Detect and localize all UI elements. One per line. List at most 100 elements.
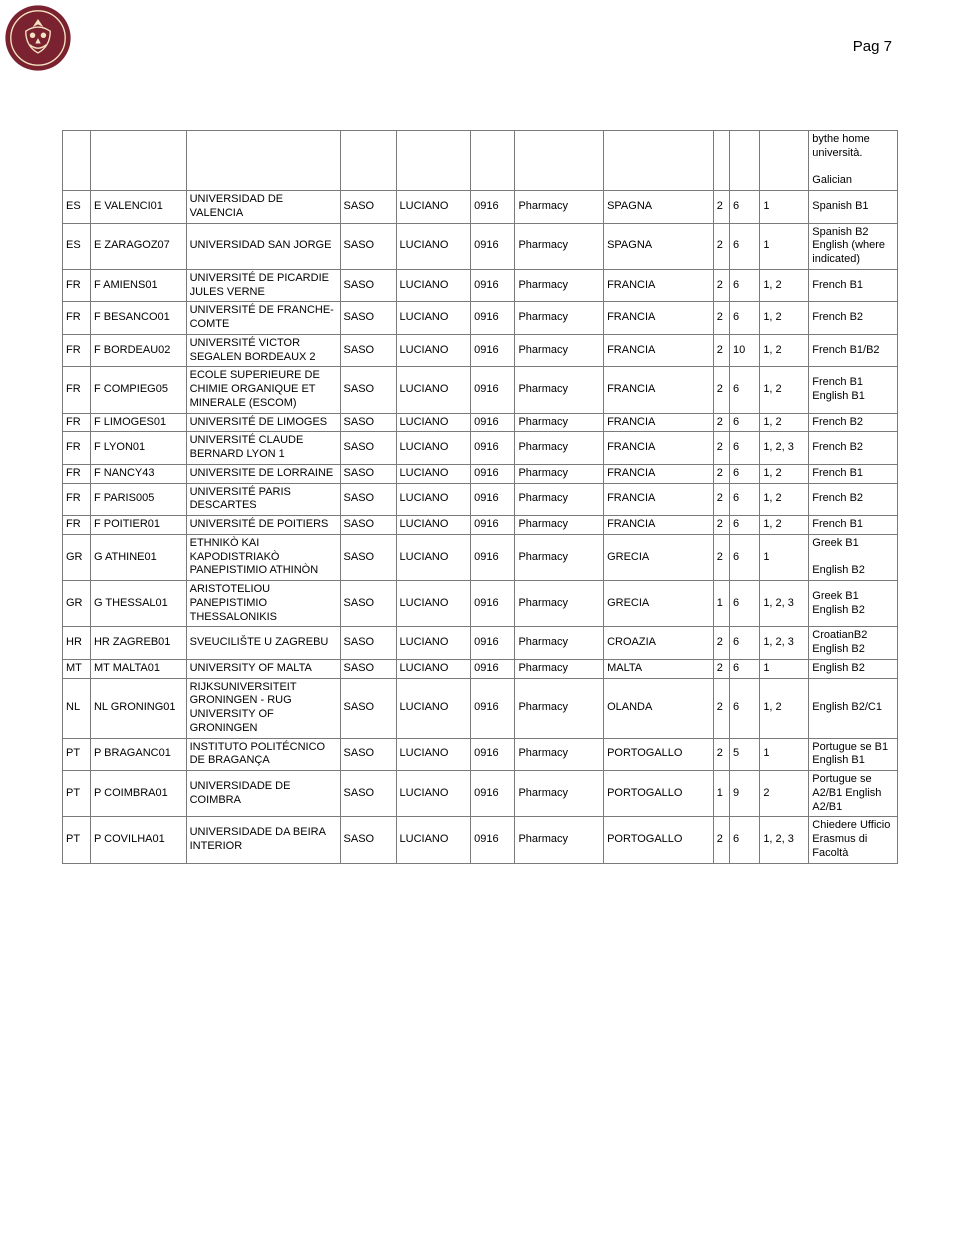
table-cell: 6 (730, 627, 760, 660)
table-cell: PORTOGALLO (604, 771, 714, 817)
table-cell: 0916 (471, 302, 515, 335)
table-cell: 2 (713, 223, 729, 269)
table-cell: 0916 (471, 191, 515, 224)
table-cell: LUCIANO (396, 334, 471, 367)
table-cell: 1 (713, 771, 729, 817)
table-cell: French B2 (809, 483, 898, 516)
table-cell: E VALENCI01 (90, 191, 186, 224)
table-cell: 0916 (471, 678, 515, 738)
table-cell: 1, 2 (760, 302, 809, 335)
table-cell: French B1 (809, 269, 898, 302)
table-cell: ETHNIKÒ KAI KAPODISTRIAKÒ PANEPISTIMIO A… (186, 534, 340, 580)
table-cell: UNIVERSITÉ DE PICARDIE JULES VERNE (186, 269, 340, 302)
table-cell: SASO (340, 191, 396, 224)
table-cell (713, 131, 729, 191)
table-cell: 6 (730, 581, 760, 627)
table-cell: SASO (340, 269, 396, 302)
table-row: MTMT MALTA01UNIVERSITY OF MALTASASOLUCIA… (63, 659, 898, 678)
table-cell: GRECIA (604, 581, 714, 627)
table-cell: French B1/B2 (809, 334, 898, 367)
table-cell (730, 131, 760, 191)
table-cell: SASO (340, 464, 396, 483)
table-cell: 0916 (471, 738, 515, 771)
table-cell: Pharmacy (515, 817, 604, 863)
table-cell: 1, 2 (760, 334, 809, 367)
table-cell: 0916 (471, 367, 515, 413)
table-cell: LUCIANO (396, 367, 471, 413)
table-cell: F BESANCO01 (90, 302, 186, 335)
table-cell: P COVILHA01 (90, 817, 186, 863)
table-cell: Pharmacy (515, 659, 604, 678)
table-cell: French B1 (809, 464, 898, 483)
table-cell: FRANCIA (604, 413, 714, 432)
table-cell: LUCIANO (396, 483, 471, 516)
table-cell: SASO (340, 659, 396, 678)
table-cell: FRANCIA (604, 483, 714, 516)
table-cell: 1, 2, 3 (760, 817, 809, 863)
table-cell: 6 (730, 464, 760, 483)
table-cell: SASO (340, 738, 396, 771)
table-cell: MT (63, 659, 91, 678)
table-row: FRF LIMOGES01UNIVERSITÉ DE LIMOGESSASOLU… (63, 413, 898, 432)
table-cell: 2 (713, 738, 729, 771)
table-cell: 2 (713, 678, 729, 738)
table-row: PTP COVILHA01UNIVERSIDADE DA BEIRA INTER… (63, 817, 898, 863)
table-cell: 0916 (471, 534, 515, 580)
table-cell: P COIMBRA01 (90, 771, 186, 817)
table-cell: UNIVERSIDAD DE VALENCIA (186, 191, 340, 224)
table-cell: Pharmacy (515, 413, 604, 432)
table-cell: FR (63, 334, 91, 367)
table-cell: PT (63, 817, 91, 863)
table-cell: NL GRONING01 (90, 678, 186, 738)
table-cell: 2 (713, 464, 729, 483)
table-cell: UNIVERSIDADE DA BEIRA INTERIOR (186, 817, 340, 863)
table-cell: 0916 (471, 464, 515, 483)
table-cell: F LYON01 (90, 432, 186, 465)
table-cell: Pharmacy (515, 581, 604, 627)
table-row: HRHR ZAGREB01SVEUCILIŠTE U ZAGREBUSASOLU… (63, 627, 898, 660)
table-cell: GR (63, 581, 91, 627)
table-cell: SASO (340, 334, 396, 367)
table-cell: FR (63, 432, 91, 465)
table-cell: 0916 (471, 223, 515, 269)
table-cell: SASO (340, 771, 396, 817)
table-cell: UNIVERSITÉ DE FRANCHE-COMTE (186, 302, 340, 335)
table-cell: 2 (713, 191, 729, 224)
table-cell: FRANCIA (604, 269, 714, 302)
table-cell: HR ZAGREB01 (90, 627, 186, 660)
table-cell: SASO (340, 413, 396, 432)
table-cell: ARISTOTELIOU PANEPISTIMIO THESSALONIKIS (186, 581, 340, 627)
table-cell: LUCIANO (396, 817, 471, 863)
table-cell: SASO (340, 534, 396, 580)
table-cell: Spanish B2 English (where indicated) (809, 223, 898, 269)
table-cell: 6 (730, 223, 760, 269)
table-cell: 1, 2 (760, 269, 809, 302)
table-cell: SASO (340, 223, 396, 269)
table-cell: 0916 (471, 432, 515, 465)
table-cell: 2 (713, 516, 729, 535)
table-cell: PT (63, 771, 91, 817)
table-cell: FRANCIA (604, 302, 714, 335)
table-cell: 2 (713, 659, 729, 678)
table-cell: PT (63, 738, 91, 771)
table-cell: FR (63, 367, 91, 413)
table-cell: 0916 (471, 817, 515, 863)
mobility-table: bythe home università. GalicianESE VALEN… (62, 130, 898, 864)
table-cell: G THESSAL01 (90, 581, 186, 627)
table-cell: SASO (340, 581, 396, 627)
table-cell: E ZARAGOZ07 (90, 223, 186, 269)
table-cell: Pharmacy (515, 771, 604, 817)
table-cell: Pharmacy (515, 738, 604, 771)
table-container: bythe home università. GalicianESE VALEN… (0, 0, 960, 864)
table-cell: French B2 (809, 302, 898, 335)
table-cell: 1 (760, 534, 809, 580)
table-cell: LUCIANO (396, 627, 471, 660)
table-cell: 1 (760, 191, 809, 224)
table-cell: Pharmacy (515, 223, 604, 269)
table-cell: 2 (713, 269, 729, 302)
table-cell: HR (63, 627, 91, 660)
table-cell: SASO (340, 483, 396, 516)
table-cell (63, 131, 91, 191)
table-cell: LUCIANO (396, 413, 471, 432)
table-cell: Pharmacy (515, 367, 604, 413)
